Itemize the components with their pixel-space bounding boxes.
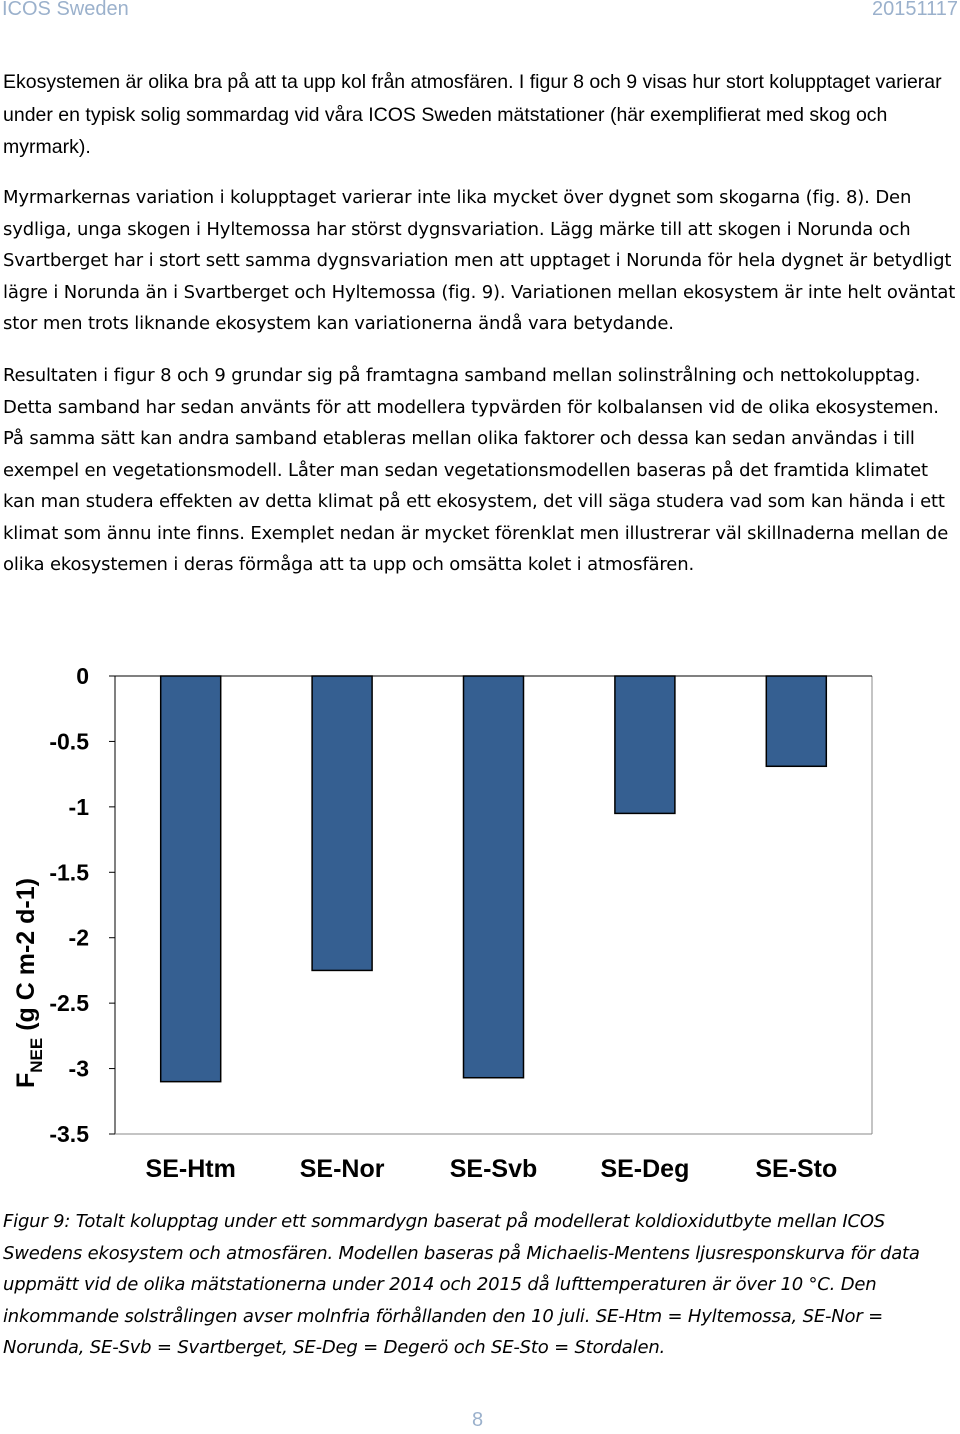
bar-se-deg <box>614 675 676 815</box>
bar-chart: 0 -0.5 -1 -1.5 -2 -2.5 -3 -3.5 SE-Htm SE-Nor SE-S… <box>12 663 873 1183</box>
y-tick-label: -3.5 <box>49 1121 89 1147</box>
category-label: SE-Sto <box>755 1155 837 1183</box>
bar-se-nor <box>311 675 373 972</box>
chart-categories: SE-Htm SE-Nor SE-Svb SE-Deg SE-Sto <box>146 1155 838 1183</box>
y-tick-label: -3 <box>69 1056 89 1082</box>
chart-bars <box>159 675 828 1083</box>
chart-y-axis-label: FNEE (g C m-2 d-1) <box>12 878 46 1088</box>
y-label-sub: NEE <box>27 1038 46 1073</box>
y-label-units: (g C m-2 d-1) <box>12 878 40 1038</box>
category-label: SE-Svb <box>450 1155 538 1183</box>
figure-caption: Figur 9: Totalt kolupptag under ett somm… <box>3 1211 920 1358</box>
chart-y-ticks: 0 -0.5 -1 -1.5 -2 -2.5 -3 -3.5 <box>49 663 115 1147</box>
y-axis-label: FNEE (g C m-2 d-1) <box>12 878 46 1088</box>
category-label: SE-Nor <box>300 1155 385 1183</box>
category-label: SE-Deg <box>600 1155 689 1183</box>
y-tick-label: -2 <box>69 925 89 951</box>
bar-se-sto <box>765 675 828 768</box>
paragraph-variation: Myrmarkernas variation i kolupptaget var… <box>3 187 956 334</box>
y-tick-label: -1 <box>69 794 90 820</box>
y-tick-label: -1.5 <box>49 859 89 885</box>
header-date: 20151117 <box>871 0 958 20</box>
paragraph-intro: Ekosystemen är olika bra på att ta upp k… <box>3 71 942 158</box>
category-label: SE-Htm <box>146 1155 236 1183</box>
paragraph-results: Resultaten i figur 8 och 9 grundar sig p… <box>3 365 949 575</box>
header-left-title: ICOS Sweden <box>2 0 129 20</box>
y-tick-label: -2.5 <box>49 990 89 1016</box>
page-number: 8 <box>472 1409 484 1431</box>
bar-se-htm <box>159 675 222 1083</box>
y-tick-label: -0.5 <box>49 728 89 754</box>
y-tick-label: 0 <box>76 663 89 689</box>
bar-se-svb <box>462 675 525 1079</box>
y-label-main: F <box>12 1073 40 1088</box>
